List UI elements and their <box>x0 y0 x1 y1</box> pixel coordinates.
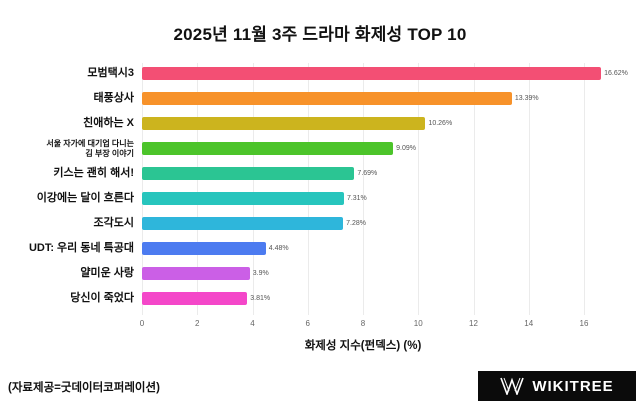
bar <box>142 242 266 255</box>
x-tick-label: 14 <box>524 319 534 328</box>
x-tick-label: 16 <box>579 319 589 328</box>
bar-track: 13.39% <box>142 86 539 111</box>
category-label: 모범택시3 <box>87 67 134 80</box>
value-label: 3.81% <box>250 295 271 302</box>
chart-rows: 모범택시3 16.62% 태풍상사 13.39% 친애하는 X 10.26% 서울 자가에 … <box>0 61 640 311</box>
bar-track: 7.28% <box>142 211 366 236</box>
category-label: 친애하는 X <box>83 117 134 130</box>
source-credit: (자료제공=굿데이터코퍼레이션) <box>8 382 160 394</box>
value-label: 9.09% <box>396 145 416 152</box>
bar <box>142 192 344 205</box>
gridlines <box>142 63 585 315</box>
bar <box>142 67 602 80</box>
bar <box>142 167 355 180</box>
category-label: 당신이 죽었다 <box>70 292 134 305</box>
wikitree-logo-text: WIKITREE <box>532 377 614 395</box>
gridline <box>363 63 364 315</box>
category-label: 이강에는 달이 흐른다 <box>36 192 134 205</box>
gridline <box>142 63 143 315</box>
chart-row: 친애하는 X 10.26% <box>0 111 640 136</box>
bar <box>142 217 344 230</box>
bar-track: 3.81% <box>142 286 270 311</box>
value-label: 16.62% <box>604 70 628 77</box>
x-tick-label: 2 <box>195 319 200 328</box>
bar-track: 7.69% <box>142 161 377 186</box>
category-label: UDT: 우리 동네 특공대 <box>28 242 134 255</box>
chart-row: 모범택시3 16.62% <box>0 61 640 86</box>
x-axis: 0 2 4 6 8 10 12 14 16 <box>139 319 589 331</box>
bar-track: 10.26% <box>142 111 452 136</box>
chart-row: 얄미운 사랑 3.9% <box>0 261 640 286</box>
value-label: 7.31% <box>346 195 367 202</box>
gridline <box>584 63 585 315</box>
bar <box>142 117 426 130</box>
bar-chart: 모범택시3 16.62% 태풍상사 13.39% 친애하는 X 10.26% 서울 자가에 … <box>0 61 640 361</box>
wikitree-logo: WIKITREE <box>478 371 636 401</box>
x-axis-label: 화제성 지수(펀덱스) (%) <box>304 340 422 352</box>
chart-row: UDT: 우리 동네 특공대 4.48% <box>0 236 640 261</box>
gridline <box>473 63 475 315</box>
gridline <box>252 63 254 315</box>
category-label: 얄미운 사랑 <box>80 267 134 280</box>
x-tick-label: 6 <box>305 319 310 328</box>
gridline <box>307 63 309 315</box>
gridline <box>197 63 199 315</box>
x-tick-label: 12 <box>469 319 478 328</box>
category-label: 태풍상사 <box>93 92 134 105</box>
bar <box>142 92 512 105</box>
gridline <box>418 63 420 315</box>
wikitree-w-icon <box>500 377 526 395</box>
chart-row: 서울 자가에 대기업 다니는 김 부장 이야기 9.09% <box>0 136 640 161</box>
bar-track: 7.31% <box>142 186 367 211</box>
bar-track: 9.09% <box>142 136 416 161</box>
x-tick-label: 0 <box>139 319 145 328</box>
bar <box>142 142 394 155</box>
chart-row: 당신이 죽었다 3.81% <box>0 286 640 311</box>
bar <box>142 292 248 305</box>
bar-track: 16.62% <box>142 61 628 86</box>
x-tick-label: 10 <box>413 319 423 328</box>
chart-title: 2025년 11월 3주 드라마 화제성 TOP 10 <box>173 25 467 44</box>
value-label: 13.39% <box>514 95 539 102</box>
category-label: 조각도시 <box>93 217 134 230</box>
chart-row: 조각도시 7.28% <box>0 211 640 236</box>
chart-row: 태풍상사 13.39% <box>0 86 640 111</box>
x-tick-label: 4 <box>250 319 255 328</box>
value-label: 7.28% <box>346 220 366 227</box>
gridline <box>528 63 530 315</box>
value-label: 10.26% <box>428 120 453 127</box>
value-label: 3.9% <box>252 270 269 277</box>
category-label: 키스는 괜히 해서! <box>53 167 134 180</box>
bar-track: 3.9% <box>142 261 269 286</box>
chart-row: 키스는 괜히 해서! 7.69% <box>0 161 640 186</box>
bar <box>142 267 250 280</box>
chart-row: 이강에는 달이 흐른다 7.31% <box>0 186 640 211</box>
bar-track: 4.48% <box>142 236 289 261</box>
value-label: 4.48% <box>268 245 289 252</box>
x-tick-label: 8 <box>360 319 366 328</box>
value-label: 7.69% <box>357 170 378 177</box>
category-label: 서울 자가에 대기업 다니는 김 부장 이야기 <box>46 139 134 158</box>
